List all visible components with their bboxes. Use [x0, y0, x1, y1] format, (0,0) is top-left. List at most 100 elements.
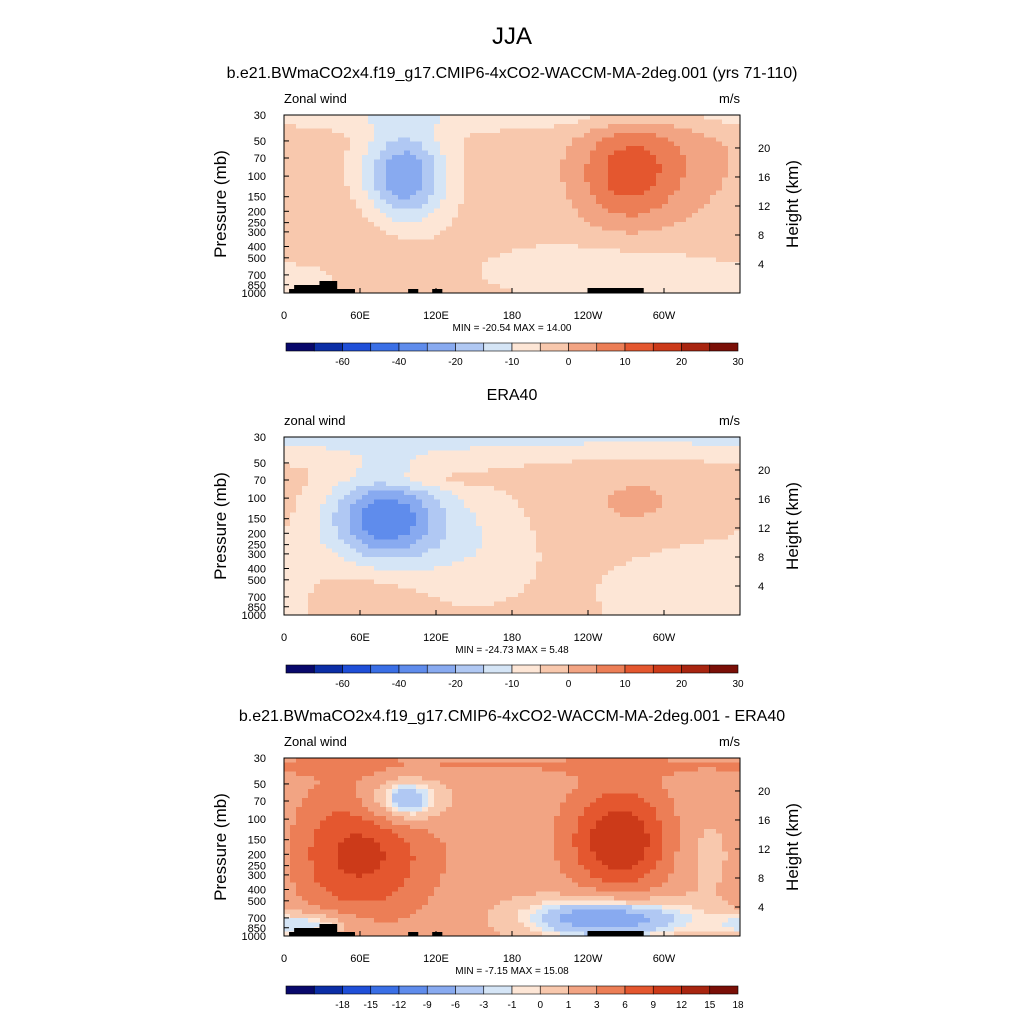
heatmap-cell	[548, 477, 555, 483]
heatmap-cell	[680, 517, 687, 523]
heatmap-cell	[374, 534, 381, 540]
heatmap-cell	[704, 539, 711, 545]
heatmap-cell	[632, 481, 639, 487]
heatmap-cell	[332, 481, 339, 487]
heatmap-cell	[728, 517, 735, 523]
heatmap-cell	[422, 261, 429, 267]
heatmap-cell	[662, 521, 669, 527]
heatmap-cell	[566, 494, 573, 500]
heatmap-cell	[422, 132, 429, 138]
heatmap-cell	[392, 235, 399, 241]
heatmap-cell	[392, 499, 399, 505]
heatmap-cell	[470, 441, 477, 447]
heatmap-cell	[728, 445, 735, 451]
heatmap-cell	[734, 208, 741, 214]
heatmap-cell	[386, 186, 393, 192]
heatmap-cell	[416, 543, 423, 549]
heatmap-cell	[572, 141, 579, 147]
heatmap-cell	[416, 437, 423, 443]
heatmap-cell	[524, 163, 531, 169]
heatmap-cell	[530, 235, 537, 241]
heatmap-cell	[728, 450, 735, 456]
heatmap-cell	[536, 494, 543, 500]
heatmap-cell	[578, 248, 585, 254]
heatmap-cell	[674, 521, 681, 527]
heatmap-cell	[524, 186, 531, 192]
heatmap-cell	[512, 172, 519, 178]
heatmap-cell	[302, 503, 309, 509]
heatmap-cell	[698, 526, 705, 532]
heatmap-cell	[650, 437, 657, 443]
heatmap-cell	[560, 239, 567, 245]
heatmap-cell	[722, 146, 729, 152]
heatmap-cell	[572, 226, 579, 232]
heatmap-cell	[638, 163, 645, 169]
heatmap-cell	[632, 530, 639, 536]
heatmap-cell	[728, 181, 735, 187]
heatmap-cell	[386, 463, 393, 469]
heatmap-cell	[434, 190, 441, 196]
heatmap-cell	[632, 539, 639, 545]
heatmap-cell	[410, 181, 417, 187]
heatmap-cell	[302, 195, 309, 201]
heatmap-cell	[578, 503, 585, 509]
heatmap-cell	[476, 463, 483, 469]
heatmap-cell	[326, 472, 333, 478]
heatmap-cell	[380, 485, 387, 491]
heatmap-cell	[710, 248, 717, 254]
heatmap-cell	[692, 181, 699, 187]
heatmap-cell	[446, 163, 453, 169]
heatmap-cell	[602, 115, 609, 121]
heatmap-cell	[596, 239, 603, 245]
heatmap-cell	[332, 257, 339, 263]
heatmap-cell	[620, 521, 627, 527]
heatmap-cell	[512, 445, 519, 451]
heatmap-cell	[734, 275, 741, 281]
heatmap-cell	[590, 168, 597, 174]
heatmap-cell	[662, 472, 669, 478]
heatmap-cell	[446, 221, 453, 227]
colorbar-swatch	[285, 342, 315, 352]
heatmap-cell	[476, 155, 483, 161]
heatmap-cell	[332, 485, 339, 491]
heatmap-cell	[512, 477, 519, 483]
heatmap-cell	[422, 150, 429, 156]
heatmap-cell	[572, 472, 579, 478]
heatmap-cell	[374, 539, 381, 545]
heatmap-cell	[434, 252, 441, 258]
heatmap-cell	[374, 199, 381, 205]
heatmap-cell	[578, 119, 585, 125]
heatmap-cell	[602, 244, 609, 250]
heatmap-cell	[482, 230, 489, 236]
heatmap-cell	[374, 459, 381, 465]
heatmap-cell	[680, 155, 687, 161]
heatmap-cell	[428, 212, 435, 218]
heatmap-cell	[704, 261, 711, 267]
heatmap-cell	[602, 190, 609, 196]
heatmap-cell	[698, 472, 705, 478]
heatmap-cell	[302, 137, 309, 143]
heatmap-cell	[566, 248, 573, 254]
heatmap-cell	[554, 181, 561, 187]
heatmap-cell	[686, 512, 693, 518]
heatmap-cell	[302, 450, 309, 456]
heatmap-cell	[680, 146, 687, 152]
heatmap-cell	[536, 521, 543, 527]
heatmap-cell	[434, 168, 441, 174]
heatmap-cell	[734, 472, 741, 478]
heatmap-cell	[644, 128, 651, 134]
heatmap-cell	[704, 177, 711, 183]
heatmap-cell	[356, 137, 363, 143]
heatmap-cell	[434, 235, 441, 241]
heatmap-cell	[620, 481, 627, 487]
heatmap-cell	[374, 517, 381, 523]
heatmap-cell	[602, 150, 609, 156]
heatmap-cell	[488, 481, 495, 487]
heatmap-cell	[704, 266, 711, 272]
heatmap-cell	[476, 195, 483, 201]
heatmap-cell	[566, 217, 573, 223]
heatmap-cell	[362, 270, 369, 276]
heatmap-cell	[602, 517, 609, 523]
heatmap-cell	[512, 252, 519, 258]
heatmap-cell	[608, 530, 615, 536]
